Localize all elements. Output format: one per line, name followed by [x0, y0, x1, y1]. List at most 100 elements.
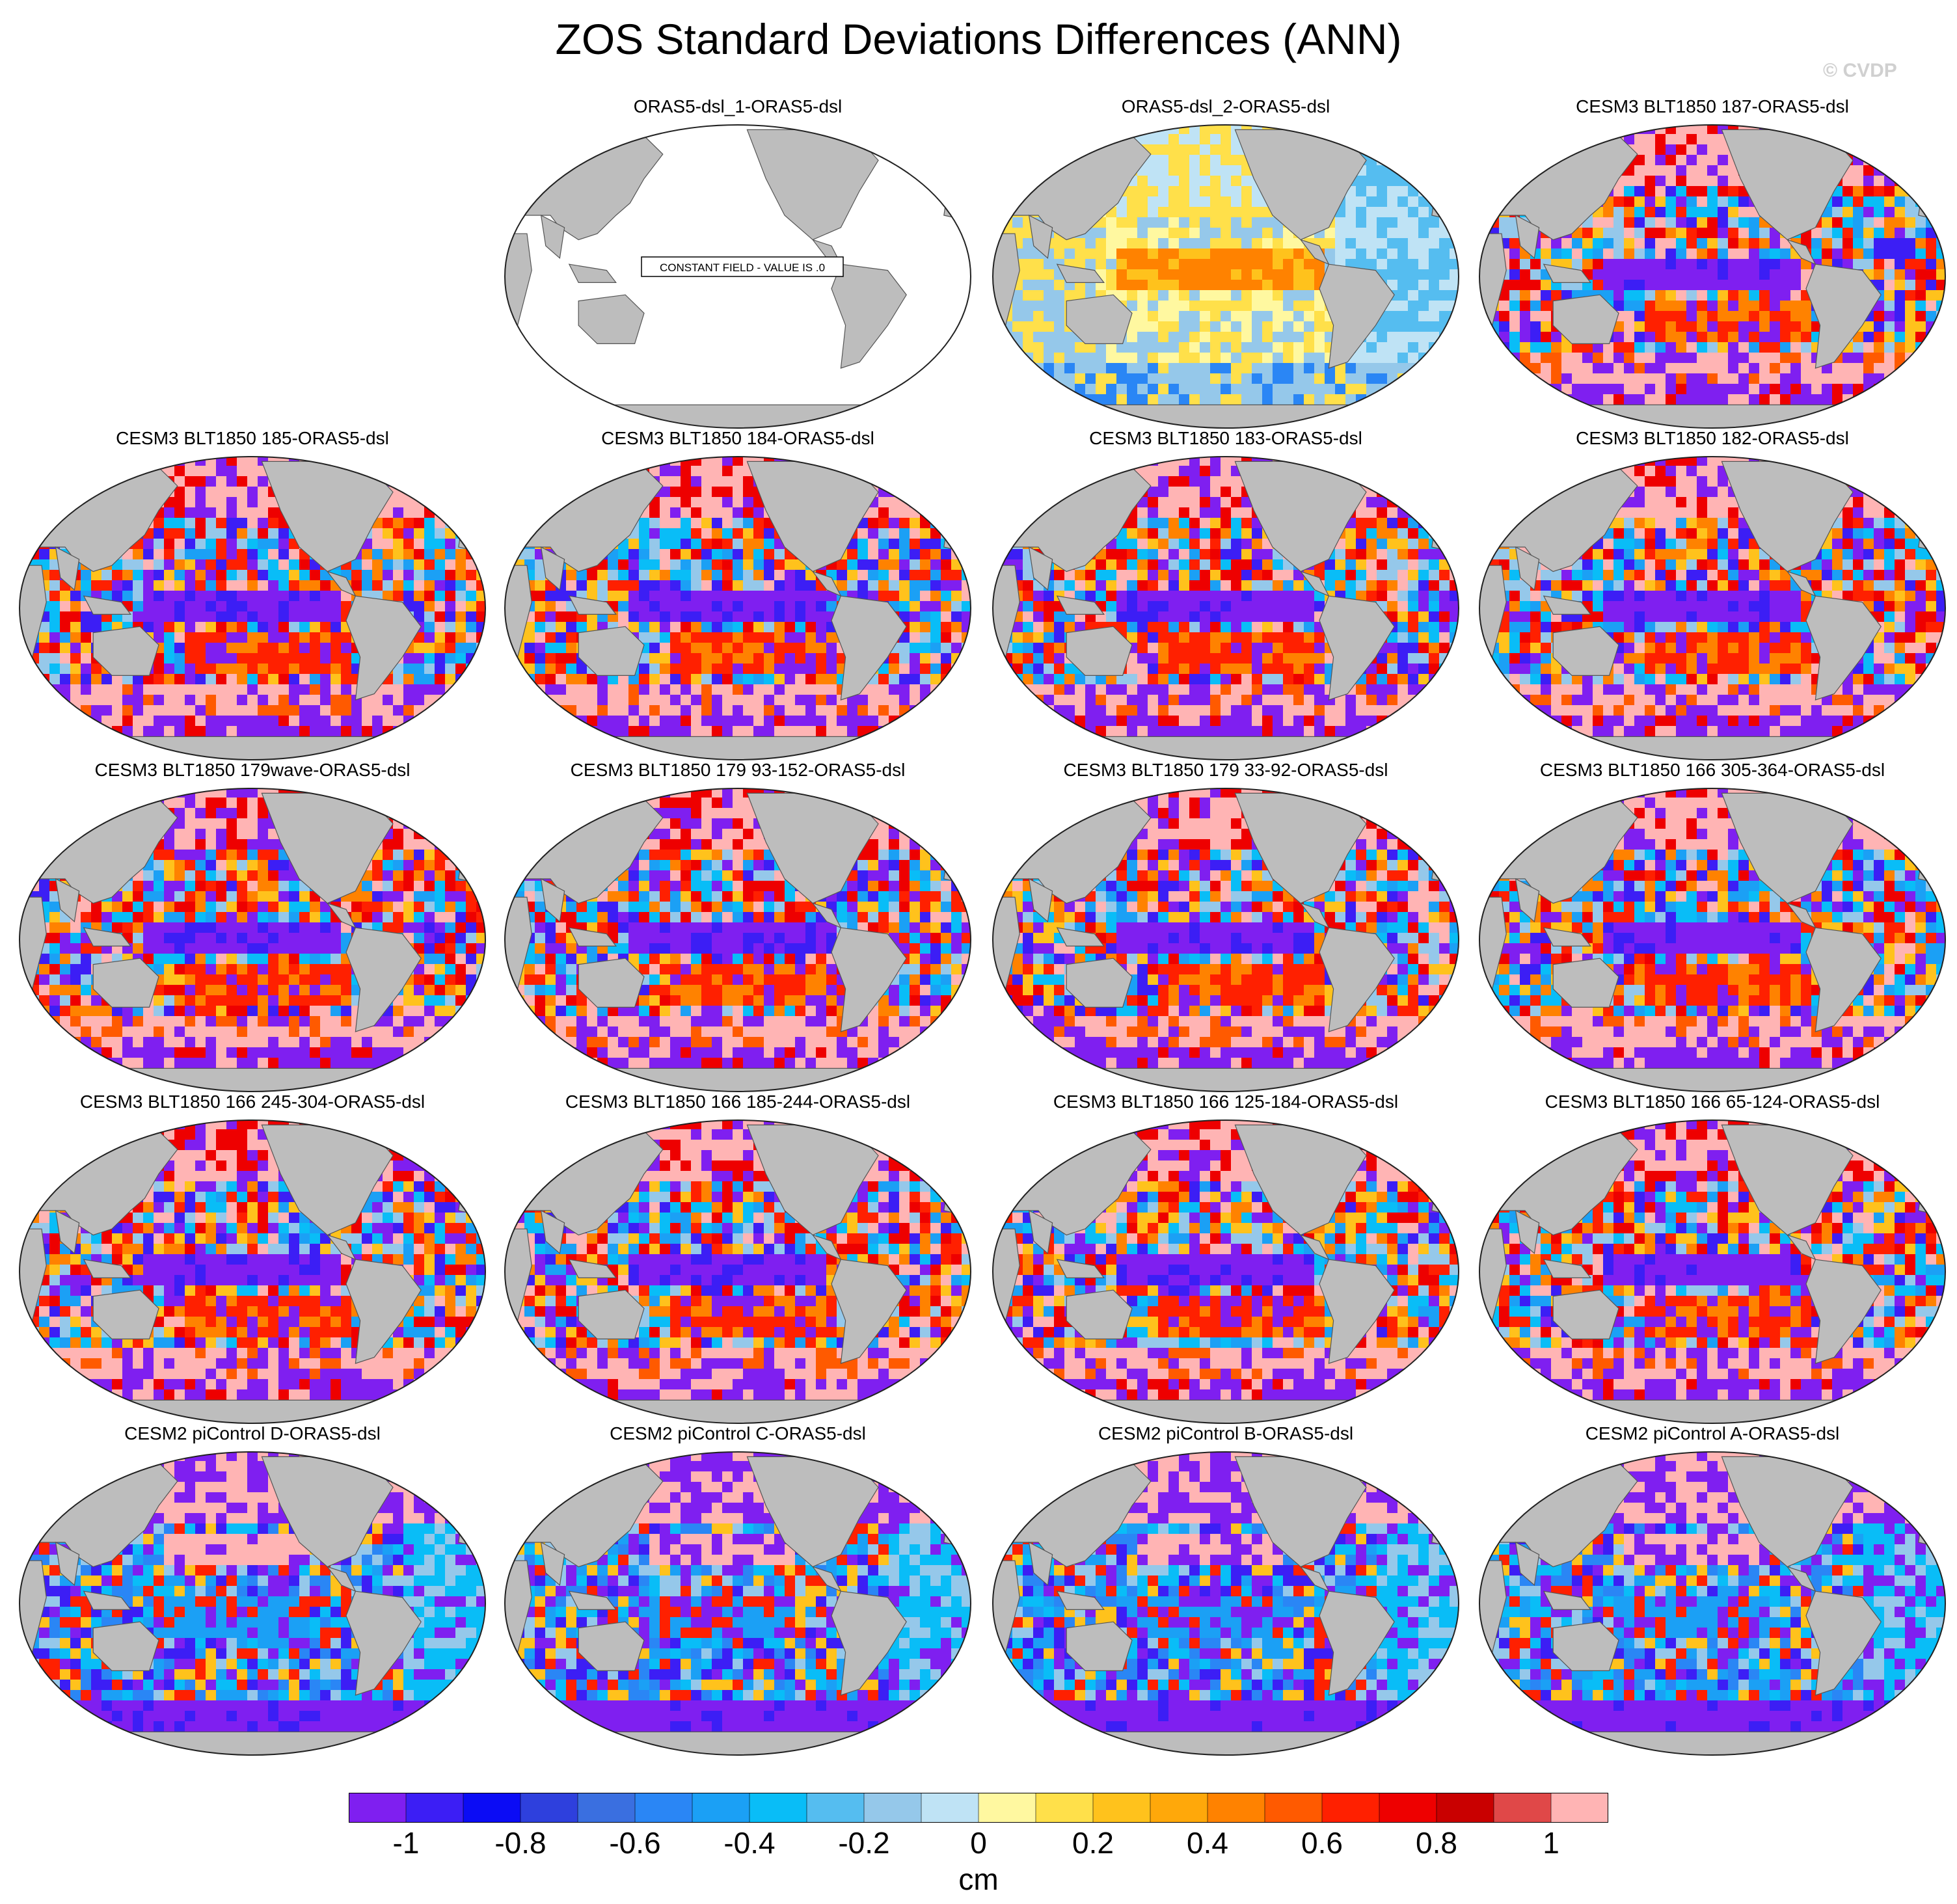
- field-cell: [1541, 134, 1551, 144]
- field-cell: [174, 507, 185, 518]
- field-cell: [1283, 269, 1293, 280]
- field-cell: [951, 507, 962, 518]
- field-cell: [1210, 165, 1221, 176]
- field-cell: [1304, 125, 1314, 134]
- field-cell: [1012, 321, 1023, 332]
- field-cell: [278, 559, 289, 570]
- field-cell: [722, 487, 733, 497]
- field-cell: [1439, 259, 1450, 269]
- field-cell: [649, 622, 660, 632]
- field-cell: [1137, 321, 1148, 332]
- field-cell: [216, 726, 226, 736]
- field-cell: [1116, 259, 1127, 269]
- field-cell: [1158, 125, 1168, 134]
- field-cell: [1728, 217, 1738, 228]
- land-mass: [1515, 214, 1540, 259]
- field-cell: [101, 591, 112, 601]
- field-cell: [133, 726, 143, 736]
- field-cell: [455, 580, 466, 591]
- field-cell: [1366, 353, 1377, 363]
- field-cell: [1106, 384, 1116, 394]
- field-cell: [1054, 155, 1064, 165]
- field-cell: [1377, 217, 1387, 228]
- field-cell: [195, 549, 206, 559]
- field-cell: [49, 466, 60, 476]
- field-cell: [1676, 394, 1686, 405]
- field-cell: [393, 549, 403, 559]
- field-cell: [910, 570, 920, 580]
- field-cell: [466, 674, 476, 684]
- field-cell: [1551, 290, 1561, 301]
- field-cell: [608, 591, 618, 601]
- field-cell: [1707, 259, 1718, 269]
- field-cell: [1356, 186, 1366, 196]
- field-cell: [310, 684, 320, 695]
- field-cell: [226, 664, 237, 674]
- field-cell: [1499, 144, 1509, 155]
- field-cell: [1210, 363, 1221, 373]
- field-cell: [785, 622, 795, 632]
- field-cell: [226, 622, 237, 632]
- field-cell: [1033, 125, 1044, 134]
- field-cell: [1127, 196, 1137, 207]
- field-cell: [226, 643, 237, 653]
- field-cell: [383, 580, 393, 591]
- field-cell: [320, 653, 331, 664]
- field-cell: [868, 466, 878, 476]
- field-cell: [1189, 290, 1200, 301]
- field-cell: [1210, 394, 1221, 405]
- field-cell: [1520, 144, 1530, 155]
- field-cell: [1541, 248, 1551, 259]
- field-cell: [258, 528, 268, 539]
- field-cell: [1221, 196, 1231, 207]
- field-cell: [764, 653, 774, 664]
- field-cell: [1450, 363, 1459, 373]
- field-cell: [1603, 373, 1613, 384]
- field-cell: [1335, 248, 1345, 259]
- field-cell: [1603, 248, 1613, 259]
- field-cell: [1439, 155, 1450, 165]
- field-cell: [1397, 342, 1408, 353]
- field-cell: [993, 332, 1002, 342]
- field-cell: [1915, 238, 1926, 248]
- field-cell: [1075, 290, 1085, 301]
- field-cell: [39, 457, 49, 466]
- field-cell: [1148, 176, 1158, 186]
- field-cell: [545, 622, 556, 632]
- field-cell: [660, 580, 670, 591]
- field-cell: [1541, 394, 1551, 405]
- field-cell: [174, 580, 185, 591]
- field-cell: [393, 716, 403, 726]
- field-cell: [226, 705, 237, 716]
- field-cell: [1759, 269, 1770, 280]
- field-cell: [722, 559, 733, 570]
- field-cell: [774, 632, 785, 643]
- field-cell: [1137, 311, 1148, 321]
- field-cell: [1200, 144, 1210, 155]
- field-cell: [1634, 311, 1645, 321]
- field-cell: [1148, 373, 1158, 384]
- field-cell: [1936, 217, 1945, 228]
- field-cell: [1895, 301, 1905, 311]
- field-cell: [639, 549, 649, 559]
- field-cell: [1926, 405, 1936, 415]
- field-cell: [1356, 176, 1366, 186]
- field-cell: [1221, 259, 1231, 269]
- field-cell: [435, 601, 445, 611]
- field-cell: [1137, 186, 1148, 196]
- field-cell: [1936, 373, 1945, 384]
- field-cell: [1168, 269, 1179, 280]
- field-cell: [372, 528, 383, 539]
- field-cell: [164, 643, 174, 653]
- field-cell: [993, 373, 1002, 384]
- field-cell: [1137, 373, 1148, 384]
- field-cell: [466, 601, 476, 611]
- field-cell: [414, 476, 424, 487]
- field-cell: [1728, 280, 1738, 290]
- field-cell: [372, 539, 383, 549]
- field-cell: [164, 726, 174, 736]
- field-cell: [1075, 134, 1085, 144]
- field-cell: [733, 497, 743, 507]
- field-cell: [476, 736, 485, 747]
- field-cell: [1582, 342, 1593, 353]
